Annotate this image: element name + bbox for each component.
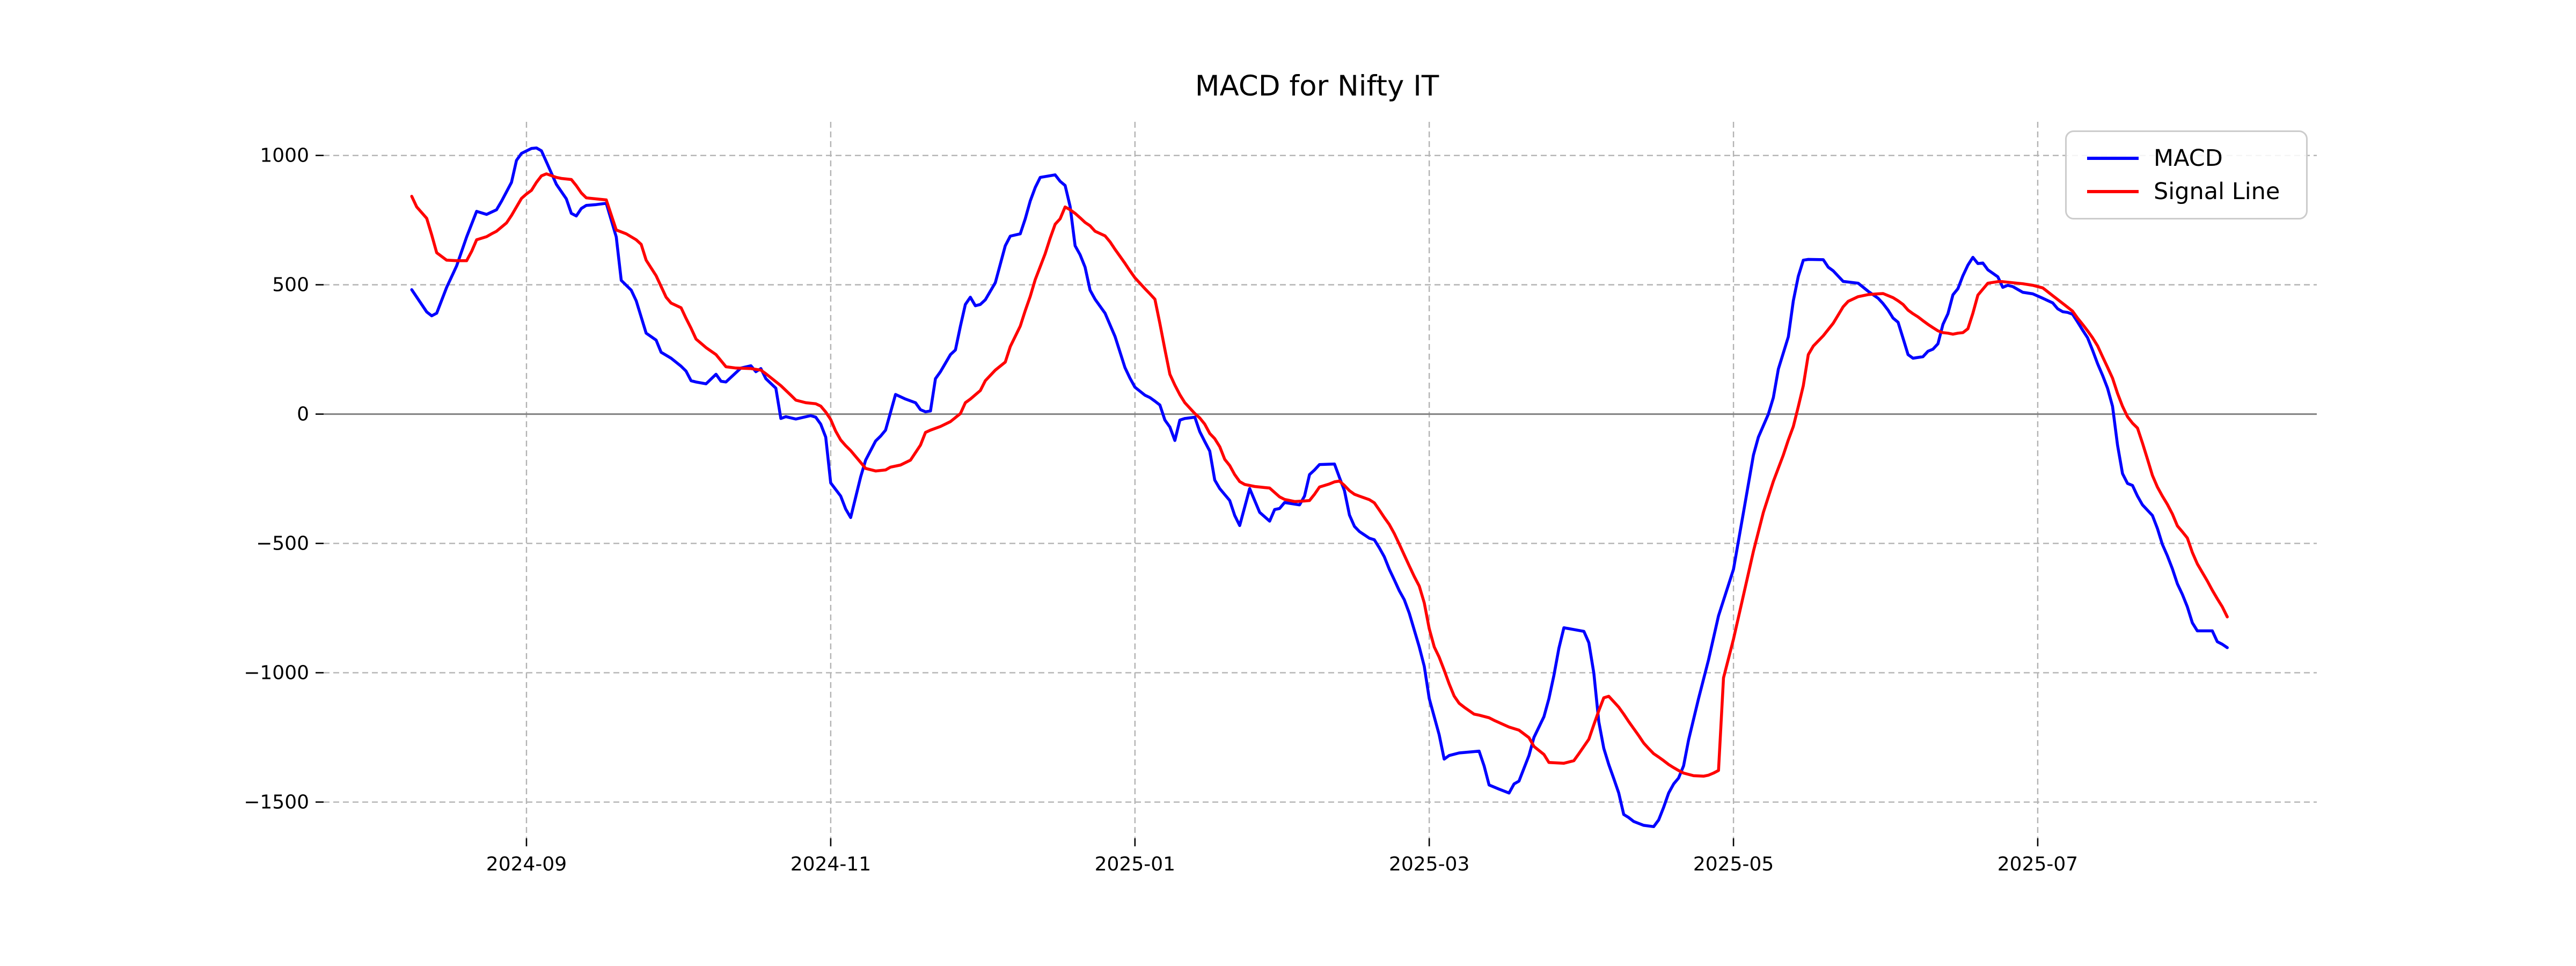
x-tick-label-2024-09: 2024-09 [486, 853, 567, 875]
series-line-signal-line [410, 172, 2229, 778]
legend-label-macd: MACD [2154, 145, 2223, 172]
x-tick-label-2025-07: 2025-07 [1997, 853, 2079, 875]
signal-line-swatch [2087, 190, 2139, 193]
legend: MACD Signal Line [2065, 130, 2308, 219]
x-tick-label-2025-03: 2025-03 [1388, 853, 1470, 875]
y-tick-label-−500: −500 [256, 532, 309, 555]
x-tick-label-2025-01: 2025-01 [1094, 853, 1176, 875]
legend-label-signal: Signal Line [2154, 178, 2280, 205]
legend-entry-signal: Signal Line [2067, 175, 2301, 208]
x-tick-label-2025-05: 2025-05 [1693, 853, 1774, 875]
legend-entry-macd: MACD [2067, 142, 2301, 175]
y-tick-label-−1000: −1000 [244, 662, 309, 684]
y-tick-label-1000: 1000 [260, 144, 309, 167]
y-tick-label-0: 0 [297, 403, 309, 426]
macd-line-swatch [2087, 157, 2139, 160]
chart-title: MACD for Nifty IT [1195, 70, 1439, 103]
y-tick-label-−1500: −1500 [244, 791, 309, 814]
x-tick-label-2024-11: 2024-11 [790, 853, 872, 875]
y-tick-label-500: 500 [272, 274, 309, 296]
